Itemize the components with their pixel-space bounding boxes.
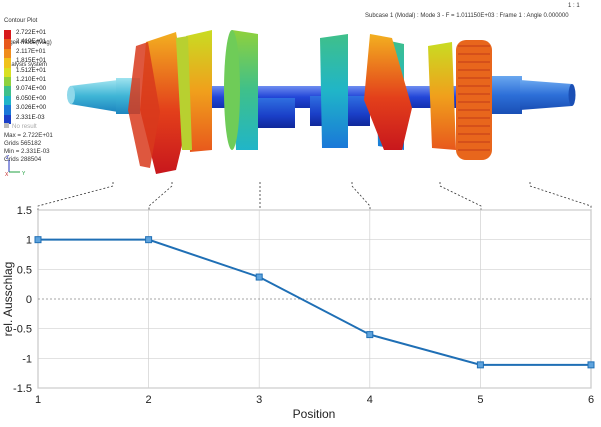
y-tick-label: 1 [26,235,32,247]
legend-swatch [4,48,11,59]
web-2 [186,30,212,152]
legend-value: 2.331E-03 [16,113,45,121]
x-tick-label: 5 [477,394,483,406]
data-point [476,361,484,369]
axis-triad-z: Z [6,155,9,161]
legend-swatch [4,67,11,77]
legend-value: 1.815E+01 [16,57,47,65]
viewer-scale: 1 : 1 [568,3,580,9]
series-line [38,238,591,366]
y-tick-label: -1.5 [13,383,32,395]
legend-value: 1.512E+01 [16,66,47,74]
y-tick-label: -1 [22,353,32,365]
shaft-right-end [520,80,572,110]
connector-1 [37,182,114,210]
axis-triad-y: Y [22,171,26,177]
no-result-label: No result [4,123,37,130]
legend-row: 9.074E+00 [4,85,84,96]
legend-swatch [4,105,11,115]
legend-swatch [4,76,11,87]
legend-value: 1.210E+01 [16,75,47,83]
legend-value: 6.050E+00 [16,94,47,102]
web-7 [428,42,456,150]
legend-swatch [4,86,11,96]
legend-row: 6.050E+00 [4,94,84,106]
y-tick-label: 0.5 [17,264,32,276]
connector-6 [529,182,592,210]
legend-row: 2.117E+01 [4,47,84,59]
legend-swatch [4,114,11,124]
shaft-right-collar [492,76,522,114]
web-4 [320,34,348,148]
x-tick-label: 3 [256,394,262,406]
series-layer [34,236,595,369]
shaft-left-end [70,80,118,112]
max-value-label: Max = 2.722E+01 [4,132,53,139]
legend-swatch [4,58,11,68]
viewer-title-line-1: Contour Plot [4,17,38,24]
x-tick-label: 2 [146,394,152,406]
line-chart: 1.5 1 0.5 0 -0.5 -1 -1.5 1 2 3 4 5 6 Position rel. … [1,205,595,421]
legend-row: 2.331E-03 [4,113,84,124]
legend-row: 1.512E+01 [4,66,84,77]
viewer-subcase-info: Subcase 1 (Modal) : Mode 3 - F = 1.01115… [365,13,569,19]
shaft-right-face [568,84,576,106]
data-point [34,236,42,244]
data-point [255,273,263,281]
x-tick-labels: 1 2 3 4 5 6 [35,394,594,406]
contour-legend: 2.722E+01 2.419E+01 2.117E+01 1.815E+01 1.51… [4,29,84,124]
web-3-face [224,30,240,150]
axis-triad-x: X [5,172,9,178]
max-grids-label: Grids 565182 [4,140,42,147]
y-tick-label: -0.5 [13,324,32,336]
viewer-title-block: Contour Plot Eigen Mode(Mag) Analysis sy… [4,3,52,77]
legend-value: 3.026E+00 [16,104,47,112]
data-point [145,236,153,244]
legend-row: 2.419E+01 [4,38,84,49]
y-tick-labels: 1.5 1 0.5 0 -0.5 -1 -1.5 [13,205,32,395]
axis-triad: Z X Y [5,155,26,178]
web-6 [364,34,412,150]
x-axis-label: Position [293,407,336,421]
no-result-swatch [4,123,9,128]
legend-row: 1.210E+01 [4,75,84,87]
y-tick-label: 1.5 [17,205,32,217]
legend-row: 2.722E+01 [4,29,84,40]
x-tick-label: 1 [35,394,41,406]
x-tick-label: 6 [588,394,594,406]
web-1-face [128,42,160,168]
position-connectors [37,182,592,210]
legend-value: 9.074E+00 [16,85,47,93]
connector-4 [351,182,371,210]
crankshaft-model [67,30,576,174]
legend-row: 3.026E+00 [4,104,84,115]
connector-5 [439,182,482,210]
legend-value: 2.419E+01 [16,38,47,46]
connector-2 [148,182,173,210]
viewer-title-line-2: Eigen Mode(Mag) [4,40,52,47]
web-2-face [176,36,192,150]
y-tick-label: 0 [26,294,32,306]
x-tick-label: 4 [367,394,373,406]
no-result-text: No result [12,123,37,130]
legend-value: 2.117E+01 [16,47,46,55]
legend-swatch [4,30,11,40]
min-grids-label: Grids 288504 [4,156,42,163]
viewer-title-line-3: Analysis system [4,62,48,69]
y-axis-label: rel. Ausschlag [1,262,15,337]
data-point [587,361,595,369]
gear-teeth [458,45,490,151]
legend-value: 2.722E+01 [16,29,47,36]
legend-swatch [4,39,11,49]
shaft-left-face [67,86,75,104]
legend-swatch [4,95,11,106]
legend-row: 1.815E+01 [4,57,84,68]
min-value-label: Min = 2.331E-03 [4,148,50,155]
data-point [366,331,374,339]
